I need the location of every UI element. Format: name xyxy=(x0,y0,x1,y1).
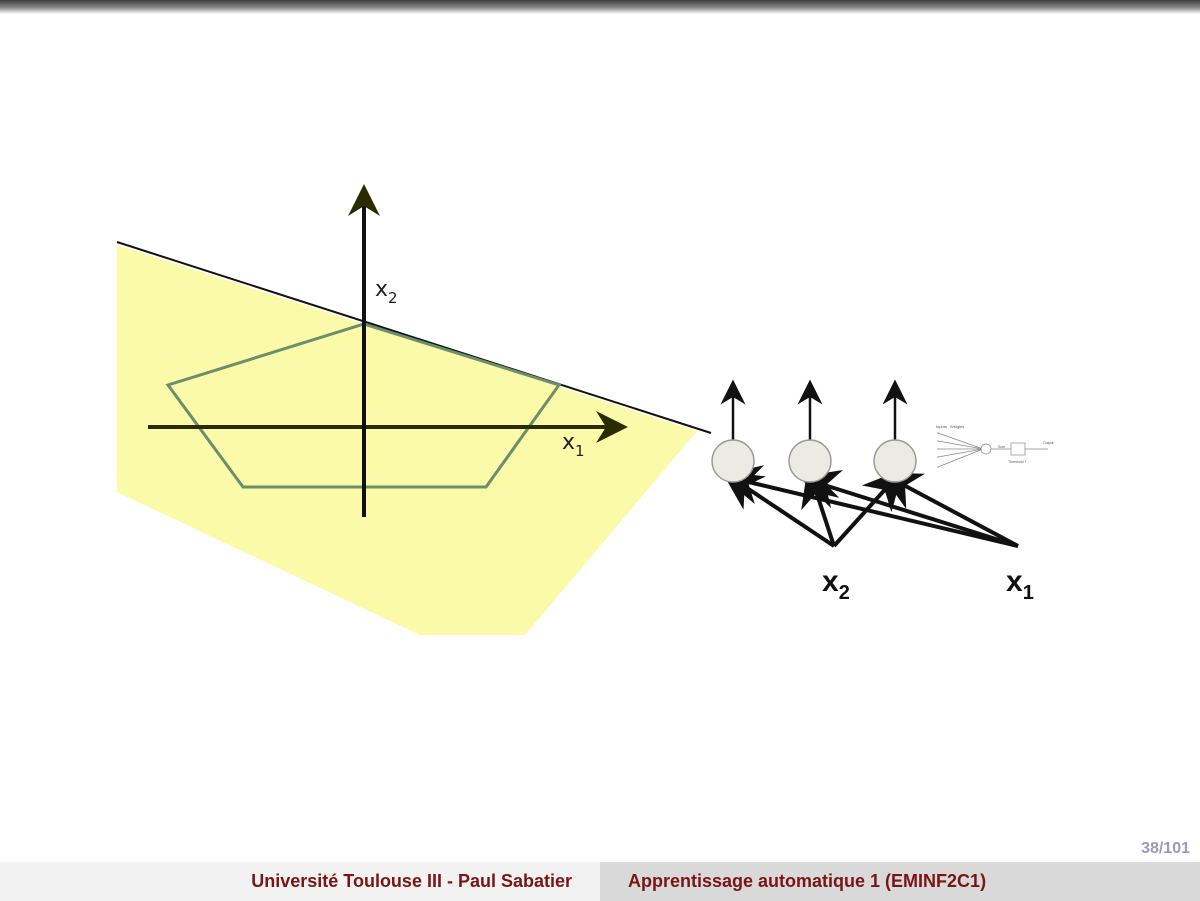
neuron-2 xyxy=(788,439,832,483)
input-label-x2: x2 xyxy=(822,565,850,604)
half-plane-region xyxy=(117,245,697,635)
inset-label-sum: Sum xyxy=(998,445,1005,449)
footer-left-panel: Université Toulouse III - Paul Sabatier xyxy=(0,862,600,901)
footer-institution: Université Toulouse III - Paul Sabatier xyxy=(251,871,572,891)
footer-right-panel: Apprentissage automatique 1 (EMINF2C1) xyxy=(600,862,1200,901)
perceptron-inset: Inputs Weights Sum Output Threshold T xyxy=(936,424,1054,468)
footer: Université Toulouse III - Paul Sabatier … xyxy=(0,862,1200,901)
decision-boundary-line xyxy=(116,241,712,434)
half-plane-plot: x1 x2 xyxy=(116,184,712,635)
inset-label-weights: Weights xyxy=(950,424,964,429)
edge-x1-n3 xyxy=(880,472,1019,548)
x1-axis-label: x1 xyxy=(562,430,585,460)
footer-course-title: Apprentissage automatique 1 (EMINF2C1) xyxy=(628,871,987,891)
page-number: 38/101 xyxy=(1141,840,1190,857)
neuron-3 xyxy=(873,439,917,483)
inset-label-threshold: Threshold T xyxy=(1008,460,1027,464)
x2-axis-label: x2 xyxy=(375,277,398,307)
input-label-x1: x1 xyxy=(1006,565,1034,604)
inset-label-output: Output xyxy=(1043,441,1054,445)
edge-x1-n1 xyxy=(720,465,1019,548)
top-bar xyxy=(0,0,1200,14)
inset-label-inputs: Inputs xyxy=(936,424,947,429)
network-diagram: x2 x1 Inputs Weights Sum Output Threshol… xyxy=(711,379,1054,604)
edge-x1-n2 xyxy=(798,469,1019,548)
neuron-1 xyxy=(711,439,755,483)
